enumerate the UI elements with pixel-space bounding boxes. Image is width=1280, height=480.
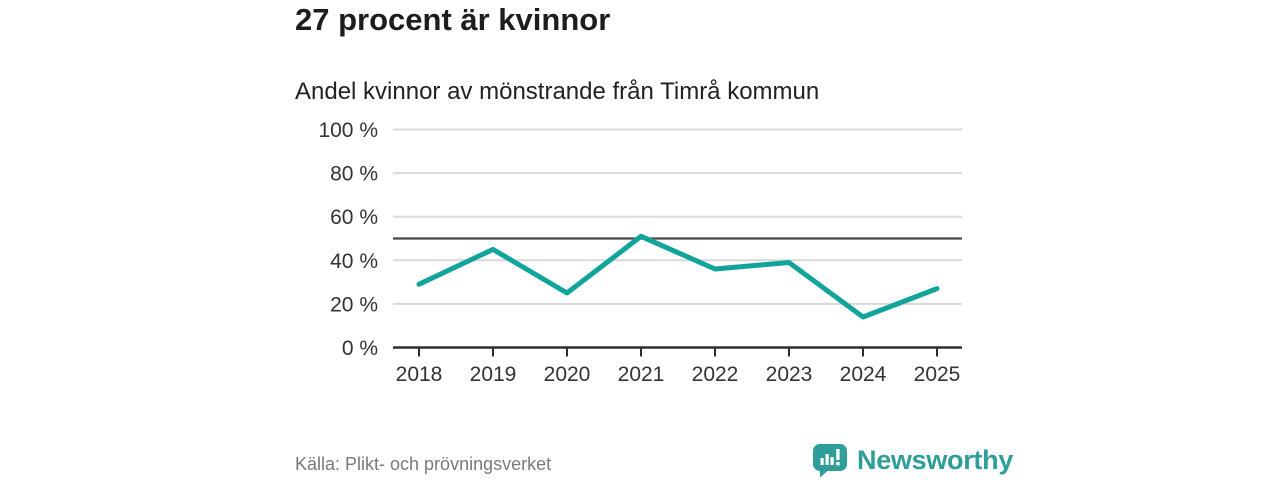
x-axis-tick-label: 2018 <box>396 363 443 386</box>
y-axis-tick-label: 100 % <box>318 119 378 142</box>
line-chart: 0 % 20 % 40 % 60 % 80 % 100 % 2018 2019 2020 2021… <box>318 119 962 386</box>
source-note: Källa: Plikt- och prövningsverket <box>295 454 552 474</box>
x-axis-tick-label: 2021 <box>618 363 665 386</box>
x-axis-tick-label: 2022 <box>692 363 739 386</box>
x-axis-tick-label: 2024 <box>840 363 887 386</box>
chart-title: 27 procent är kvinnor <box>295 2 611 37</box>
data-series-line <box>416 233 940 320</box>
chart-subtitle: Andel kvinnor av mönstrande från Timrå k… <box>295 78 820 105</box>
x-axis-tick-label: 2023 <box>766 363 813 386</box>
newsworthy-logo-icon <box>813 444 847 478</box>
x-axis-tick-label: 2019 <box>470 363 517 386</box>
x-axis-tick-label: 2020 <box>544 363 591 386</box>
y-axis-tick-label: 0 % <box>342 337 378 360</box>
y-axis-tick-label: 40 % <box>330 250 378 273</box>
x-axis-tick-label: 2025 <box>914 363 961 386</box>
y-axis-tick-label: 80 % <box>330 163 378 186</box>
newsworthy-logo-text: Newsworthy <box>857 445 1014 475</box>
newsworthy-logo: Newsworthy <box>812 443 1013 478</box>
y-axis-tick-label: 60 % <box>330 206 378 229</box>
y-axis-tick-label: 20 % <box>330 293 378 316</box>
